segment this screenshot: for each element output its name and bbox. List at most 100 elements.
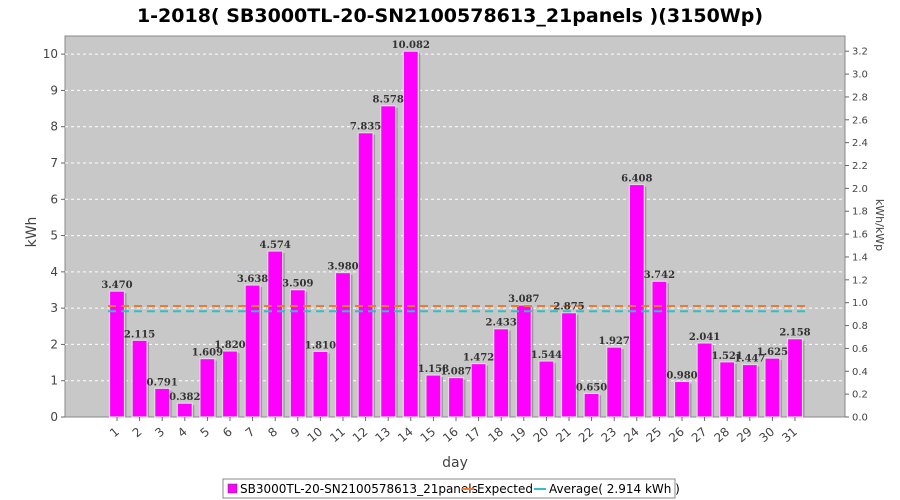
data-label: 2.158 xyxy=(779,328,810,339)
x-tick-label: 18 xyxy=(485,425,506,446)
x-tick-label: 9 xyxy=(288,425,303,441)
x-axis-label: day xyxy=(442,455,468,471)
y-right-tick-label: 0.6 xyxy=(852,344,868,355)
data-label: 3.742 xyxy=(644,270,675,281)
data-label: 0.650 xyxy=(576,382,607,393)
x-tick-label: 5 xyxy=(197,425,212,441)
bar xyxy=(696,342,713,418)
y-right-tick-label: 1.4 xyxy=(852,252,868,263)
x-tick-label: 8 xyxy=(265,425,280,441)
bar xyxy=(560,312,578,418)
bar xyxy=(493,328,510,418)
x-tick-label: 14 xyxy=(395,425,416,446)
bar xyxy=(628,183,645,418)
y-right-tick-label: 2.4 xyxy=(852,138,868,149)
bar xyxy=(673,380,691,418)
y-tick-label: 5 xyxy=(50,229,58,243)
x-tick-label: 28 xyxy=(711,425,732,446)
x-tick-label: 12 xyxy=(350,425,371,446)
data-label: 1.158 xyxy=(418,364,449,375)
x-tick-label: 25 xyxy=(644,425,665,446)
y-right-tick-label: 1.8 xyxy=(852,207,868,218)
bar xyxy=(154,387,171,418)
y-tick-label: 7 xyxy=(50,156,58,170)
y-tick-label: 9 xyxy=(50,83,58,97)
bar xyxy=(334,271,352,418)
x-tick-label: 1 xyxy=(107,425,122,441)
x-tick-label: 23 xyxy=(598,425,619,446)
y-tick-label: 0 xyxy=(50,410,58,424)
x-tick-label: 29 xyxy=(734,425,755,446)
bar xyxy=(515,304,532,418)
bar xyxy=(786,338,804,418)
y-right-tick-label: 3.0 xyxy=(852,70,868,81)
y-tick-label: 1 xyxy=(50,374,58,388)
legend-label-expected: Expected xyxy=(477,482,533,496)
x-tick-label: 16 xyxy=(440,425,461,446)
bar xyxy=(199,358,216,418)
x-tick-label: 10 xyxy=(305,425,326,446)
data-label: 4.574 xyxy=(260,240,291,251)
bar xyxy=(538,360,555,418)
bar xyxy=(651,280,668,418)
bar xyxy=(719,361,736,418)
data-label: 0.382 xyxy=(169,392,200,403)
y-right-tick-label: 2.8 xyxy=(852,92,868,103)
chart-title: 1-2018( SB3000TL-20-SN2100578613_21panel… xyxy=(137,5,763,27)
x-tick-label: 19 xyxy=(508,425,529,446)
y-right-tick-label: 0.2 xyxy=(852,390,868,401)
legend-box xyxy=(222,478,676,499)
x-tick-label: 27 xyxy=(689,425,710,446)
data-label: 0.791 xyxy=(147,377,178,388)
x-tick-label: 26 xyxy=(666,425,687,446)
x-tick-label: 11 xyxy=(327,425,348,446)
y-right-tick-label: 0.0 xyxy=(852,413,868,424)
bar xyxy=(267,250,284,418)
y-right-tick-label: 0.4 xyxy=(852,367,868,378)
bar xyxy=(741,363,758,418)
bar xyxy=(221,350,239,418)
data-label: 3.980 xyxy=(327,262,358,273)
y-tick-label: 10 xyxy=(43,47,58,61)
bar xyxy=(380,105,397,418)
data-label: 3.509 xyxy=(282,279,313,290)
data-label: 1.087 xyxy=(440,367,471,378)
y-right-tick-label: 1.2 xyxy=(852,275,868,286)
data-label: 1.609 xyxy=(192,348,223,359)
data-label: 1.810 xyxy=(305,340,336,351)
legend: SB3000TL-20-SN2100578613_21panels Expect… xyxy=(222,478,680,499)
data-label: 10.082 xyxy=(392,40,430,51)
bar xyxy=(176,402,193,418)
x-tick-label: 7 xyxy=(243,425,258,441)
data-label: 3.087 xyxy=(508,294,539,305)
data-label: 2.875 xyxy=(553,302,584,313)
y-tick-label: 4 xyxy=(50,265,58,279)
right-axis: 0.0 0.2 0.4 0.6 0.8 1.0 1.2 1.4 1.6 1.8 2.0 2.2 2.4 2… xyxy=(845,47,868,424)
legend-label-average: Average( 2.914 kWh ) xyxy=(549,482,680,496)
legend-swatch-series xyxy=(227,483,238,494)
y-axis-right-label: kWh/kWp xyxy=(873,199,886,251)
bar xyxy=(289,289,306,418)
data-label: 2.041 xyxy=(689,332,720,343)
legend-label-series: SB3000TL-20-SN2100578613_21panels xyxy=(240,482,478,496)
y-right-tick-label: 1.6 xyxy=(852,230,868,241)
bar xyxy=(447,376,465,418)
x-tick-label: 21 xyxy=(553,425,574,446)
x-tick-label: 30 xyxy=(757,425,778,446)
data-label: 1.625 xyxy=(757,347,788,358)
x-tick-label: 3 xyxy=(152,425,167,441)
data-label: 3.638 xyxy=(237,274,268,285)
y-tick-label: 8 xyxy=(50,120,58,134)
data-label: 8.578 xyxy=(373,95,404,106)
bars xyxy=(108,50,805,418)
data-label: 3.470 xyxy=(101,280,132,291)
bar xyxy=(470,362,487,418)
plot-area xyxy=(64,35,846,418)
bar xyxy=(425,374,442,418)
data-label: 6.408 xyxy=(621,173,652,184)
data-label: 2.115 xyxy=(124,329,155,340)
x-tick-label: 15 xyxy=(418,425,439,446)
y-right-tick-label: 3.2 xyxy=(852,47,868,58)
